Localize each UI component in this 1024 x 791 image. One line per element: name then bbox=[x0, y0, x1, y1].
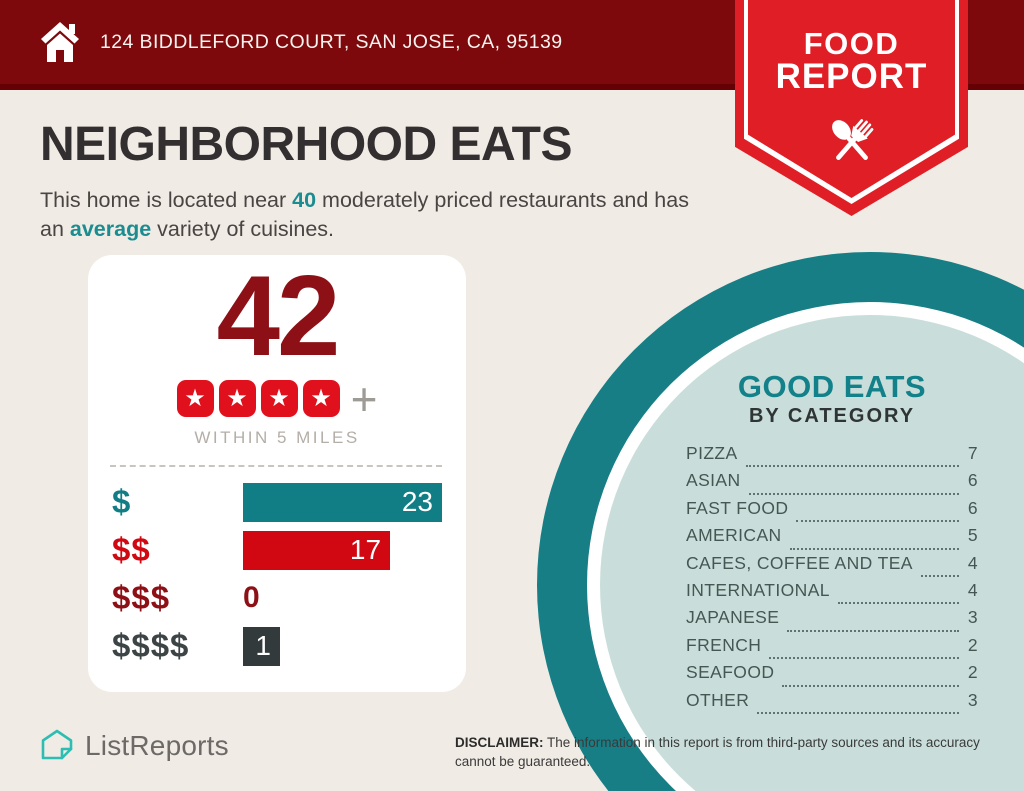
radius-caption: WITHIN 5 MILES bbox=[194, 428, 360, 447]
category-count: 6 bbox=[967, 497, 978, 518]
dotted-leader bbox=[920, 574, 959, 577]
variety-accent: average bbox=[69, 217, 152, 242]
list-item: INTERNATIONAL 4 bbox=[686, 580, 978, 607]
category-label: SEAFOOD bbox=[686, 662, 775, 683]
category-count: 7 bbox=[967, 443, 978, 463]
zero-value: 0 bbox=[243, 581, 260, 614]
list-item: AMERICAN 5 bbox=[686, 525, 978, 552]
category-label: FRENCH bbox=[686, 634, 762, 655]
category-label: ASIAN bbox=[686, 470, 741, 491]
total-restaurants: 42 bbox=[216, 253, 341, 380]
dotted-leader bbox=[789, 547, 959, 550]
category-label: PIZZA bbox=[686, 443, 738, 463]
dotted-leader bbox=[782, 684, 959, 687]
category-label: AMERICAN bbox=[686, 525, 782, 546]
brand-name: ListReports bbox=[85, 730, 229, 761]
bar-row: $$ 17 bbox=[112, 526, 442, 574]
restaurant-summary-card: 42 ★ ★ ★ ★ + WITHIN 5 MILES $23 $$ 17 $$$ 0 $$$$ 1 bbox=[88, 255, 466, 692]
summary-sentence: This home is located near 40 moderately … bbox=[40, 186, 708, 244]
category-label: CAFES, COFFEE AND TEA bbox=[686, 552, 913, 573]
category-count: 4 bbox=[967, 579, 978, 600]
price-tier-label: $ bbox=[112, 483, 132, 520]
subtitle-text: moderately priced restaurants and has an bbox=[40, 188, 689, 242]
plus-icon: + bbox=[350, 372, 378, 425]
list-item: SEAFOOD 2 bbox=[686, 662, 978, 689]
good-eats-panel: GOOD EATS BY CATEGORY PIZZA 7 ASIAN 6 FAST F… bbox=[686, 371, 978, 717]
dotted-leader bbox=[769, 657, 959, 660]
dotted-leader bbox=[837, 602, 959, 605]
category-label: INTERNATIONAL bbox=[686, 579, 830, 600]
bar-row: $$$$ 1 bbox=[112, 622, 442, 670]
home-icon bbox=[41, 22, 79, 62]
bar: 1 bbox=[243, 626, 280, 666]
price-tier-bar-chart: $23 $$ 17 $$$ 0 $$$$ 1 bbox=[88, 478, 466, 670]
listreports-logo: ListReports bbox=[38, 727, 229, 765]
category-label: FAST FOOD bbox=[686, 497, 789, 518]
disclaimer: DISCLAIMER: The information in this repo… bbox=[455, 734, 983, 772]
good-eats-subtitle: BY CATEGORY bbox=[748, 405, 916, 427]
bar-row: $23 bbox=[112, 478, 442, 526]
category-count: 5 bbox=[967, 525, 978, 546]
category-list: PIZZA 7 ASIAN 6 FAST FOOD 6 AMERICAN 5 CAFES, CO… bbox=[686, 443, 978, 717]
list-item: ASIAN 6 bbox=[686, 470, 978, 497]
spoon-fork-icon bbox=[831, 118, 873, 160]
star-icon: ★ bbox=[260, 380, 298, 417]
list-item: CAFES, COFFEE AND TEA 4 bbox=[686, 553, 978, 580]
star-icon: ★ bbox=[302, 380, 340, 417]
bar: 17 bbox=[243, 530, 391, 570]
list-item: FAST FOOD 6 bbox=[686, 498, 978, 525]
price-tier-label: $$ bbox=[112, 531, 151, 568]
property-address: 124 BIDDLEFORD COURT, SAN JOSE, CA, 9513… bbox=[100, 30, 563, 53]
dashed-divider bbox=[110, 465, 442, 467]
category-count: 3 bbox=[967, 689, 978, 710]
list-item: PIZZA 7 bbox=[686, 443, 978, 470]
ribbon-title-line2: REPORT bbox=[775, 57, 928, 96]
dotted-leader bbox=[757, 711, 959, 714]
category-count: 3 bbox=[967, 607, 978, 628]
star-rating: ★ ★ ★ ★ + bbox=[88, 372, 466, 425]
category-count: 2 bbox=[967, 634, 978, 655]
price-tier-label: $$$$ bbox=[112, 627, 190, 664]
bar: 23 bbox=[243, 482, 442, 522]
page-title: NEIGHBORHOOD EATS bbox=[40, 118, 572, 171]
subtitle-text: variety of cuisines. bbox=[151, 217, 335, 242]
list-item: OTHER 3 bbox=[686, 690, 978, 717]
listreports-house-icon bbox=[41, 729, 73, 760]
dotted-leader bbox=[745, 465, 959, 468]
category-count: 2 bbox=[967, 662, 978, 683]
list-item: FRENCH 2 bbox=[686, 635, 978, 662]
category-count: 6 bbox=[967, 470, 978, 491]
price-tier-label: $$$ bbox=[112, 579, 171, 616]
disclaimer-label: DISCLAIMER: bbox=[455, 735, 544, 750]
subtitle-text: This home is located near bbox=[40, 188, 293, 212]
disclaimer-text: The information in this report is from t… bbox=[455, 735, 980, 769]
dotted-leader bbox=[796, 520, 959, 523]
category-label: JAPANESE bbox=[686, 607, 780, 628]
bar-row: $$$ 0 bbox=[112, 574, 442, 622]
food-report-ribbon: FOOD REPORT bbox=[735, 0, 968, 216]
good-eats-title: GOOD EATS bbox=[737, 369, 927, 404]
restaurant-count: 40 bbox=[292, 188, 317, 212]
dotted-leader bbox=[748, 492, 959, 495]
ribbon-title-line1: FOOD bbox=[803, 26, 900, 61]
dotted-leader bbox=[787, 629, 959, 632]
category-label: OTHER bbox=[686, 689, 750, 710]
star-icon: ★ bbox=[218, 380, 256, 417]
category-count: 4 bbox=[967, 552, 978, 573]
star-icon: ★ bbox=[176, 380, 214, 417]
list-item: JAPANESE 3 bbox=[686, 607, 978, 634]
